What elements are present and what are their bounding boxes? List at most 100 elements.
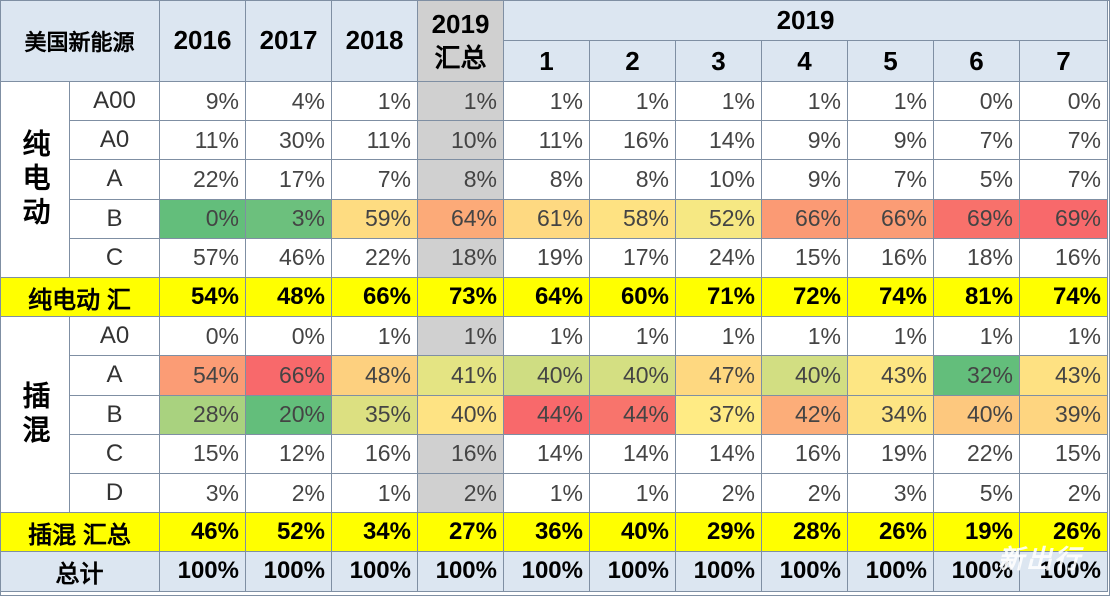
table-cell: 7%: [1020, 160, 1108, 200]
table-cell: 9%: [762, 160, 848, 200]
table-cell: 18%: [934, 238, 1020, 278]
table-cell: 61%: [504, 199, 590, 239]
table-cell: 2%: [246, 474, 332, 514]
table-cell: 30%: [246, 121, 332, 161]
summary-cell: 19%: [934, 513, 1020, 553]
table-cell: 14%: [504, 434, 590, 474]
table-cell: 64%: [418, 199, 504, 239]
summary-label: 插混 汇总: [0, 513, 160, 553]
header-year: 2017: [246, 0, 332, 82]
table-cell: 42%: [762, 395, 848, 435]
header-year: 2018: [332, 0, 418, 82]
row-label: A: [70, 356, 160, 396]
table-cell: 34%: [848, 395, 934, 435]
table-cell: 4%: [246, 82, 332, 122]
summary-cell: 40%: [590, 513, 676, 553]
group-label: 插混: [0, 317, 70, 514]
table-cell: 35%: [332, 395, 418, 435]
table-cell: 66%: [848, 199, 934, 239]
table-cell: 17%: [246, 160, 332, 200]
table-cell: 1%: [332, 82, 418, 122]
table-cell: 2%: [762, 474, 848, 514]
table-cell: 1%: [1020, 317, 1108, 357]
total-cell: 100%: [934, 552, 1020, 592]
table-cell: 14%: [590, 434, 676, 474]
table-cell: 40%: [418, 395, 504, 435]
header-month: 1: [504, 41, 590, 82]
table-cell: 19%: [848, 434, 934, 474]
total-cell: 100%: [762, 552, 848, 592]
table-cell: 8%: [590, 160, 676, 200]
table-cell: 0%: [246, 317, 332, 357]
total-cell: 100%: [590, 552, 676, 592]
table-cell: 44%: [504, 395, 590, 435]
header-summary-line: 汇总: [434, 42, 487, 73]
table-cell: 66%: [762, 199, 848, 239]
table-cell: 24%: [676, 238, 762, 278]
total-cell: 100%: [504, 552, 590, 592]
table-cell: 40%: [934, 395, 1020, 435]
table-cell: 37%: [676, 395, 762, 435]
row-label: B: [70, 395, 160, 435]
table-cell: 2%: [1020, 474, 1108, 514]
table-cell: 7%: [934, 121, 1020, 161]
total-cell: 100%: [332, 552, 418, 592]
table-cell: 11%: [332, 121, 418, 161]
summary-cell: 52%: [246, 513, 332, 553]
row-label: A00: [70, 82, 160, 122]
table-cell: 1%: [504, 474, 590, 514]
table-cell: 3%: [246, 199, 332, 239]
table-cell: 57%: [160, 238, 246, 278]
group-label: 纯电动: [0, 82, 70, 278]
table-cell: 32%: [934, 356, 1020, 396]
table-cell: 22%: [332, 238, 418, 278]
total-cell: 100%: [160, 552, 246, 592]
table-cell: 14%: [676, 121, 762, 161]
table-cell: 40%: [590, 356, 676, 396]
table-cell: 9%: [848, 121, 934, 161]
header-month: 6: [934, 41, 1020, 82]
table-cell: 0%: [1020, 82, 1108, 122]
table-cell: 1%: [848, 317, 934, 357]
table-cell: 1%: [590, 82, 676, 122]
table-cell: 41%: [418, 356, 504, 396]
table-cell: 16%: [1020, 238, 1108, 278]
summary-cell: 66%: [332, 278, 418, 318]
row-label: A0: [70, 121, 160, 161]
header-month: 2: [590, 41, 676, 82]
row-label: A: [70, 160, 160, 200]
summary-cell: 27%: [418, 513, 504, 553]
table-cell: 54%: [160, 356, 246, 396]
table-cell: 0%: [160, 199, 246, 239]
summary-cell: 34%: [332, 513, 418, 553]
table-cell: 2%: [676, 474, 762, 514]
row-label: D: [70, 474, 160, 514]
header-summary: 2019 汇总: [418, 0, 504, 82]
table-cell: 14%: [676, 434, 762, 474]
table-cell: 15%: [1020, 434, 1108, 474]
table-cell: 1%: [504, 317, 590, 357]
table-cell: 40%: [504, 356, 590, 396]
summary-cell: 54%: [160, 278, 246, 318]
summary-cell: 60%: [590, 278, 676, 318]
table-cell: 1%: [590, 317, 676, 357]
header-month: 3: [676, 41, 762, 82]
table-cell: 1%: [762, 317, 848, 357]
table-cell: 69%: [1020, 199, 1108, 239]
table-cell: 22%: [160, 160, 246, 200]
table-cell: 12%: [246, 434, 332, 474]
summary-cell: 36%: [504, 513, 590, 553]
table-cell: 1%: [848, 82, 934, 122]
table-cell: 19%: [504, 238, 590, 278]
table-cell: 7%: [332, 160, 418, 200]
table-cell: 69%: [934, 199, 1020, 239]
table-cell: 0%: [160, 317, 246, 357]
table-cell: 46%: [246, 238, 332, 278]
table-cell: 44%: [590, 395, 676, 435]
summary-cell: 71%: [676, 278, 762, 318]
table-cell: 11%: [504, 121, 590, 161]
header-month: 7: [1020, 41, 1108, 82]
total-cell: 100%: [848, 552, 934, 592]
table-cell: 0%: [934, 82, 1020, 122]
